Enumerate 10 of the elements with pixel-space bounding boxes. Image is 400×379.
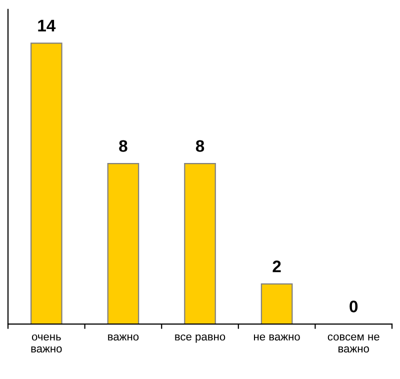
- x-tick-label: совсем не важно: [328, 334, 380, 353]
- x-tick-label: очень важно: [31, 334, 62, 353]
- x-tick-label: важно: [108, 334, 139, 341]
- data-label: 0: [350, 300, 358, 312]
- data-label: 2: [272, 260, 281, 272]
- data-label: 8: [196, 140, 204, 152]
- data-label: 14: [38, 20, 56, 32]
- data-label: 8: [119, 140, 128, 152]
- x-tick-label: не важно: [254, 334, 300, 341]
- x-tick-label: все равно: [175, 334, 226, 343]
